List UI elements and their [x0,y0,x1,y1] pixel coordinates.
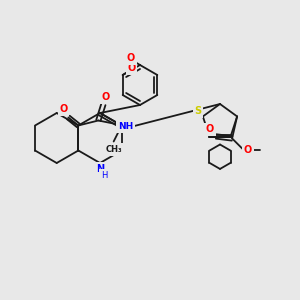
Text: O: O [206,124,214,134]
Text: CH₃: CH₃ [105,145,122,154]
Text: S: S [194,106,201,116]
Text: O: O [101,92,110,103]
Text: O: O [127,53,135,63]
Text: O: O [128,63,136,73]
Text: N: N [96,164,104,174]
Text: NH: NH [118,122,133,131]
Text: O: O [59,104,68,115]
Text: O: O [244,146,252,155]
Text: H: H [101,170,107,179]
